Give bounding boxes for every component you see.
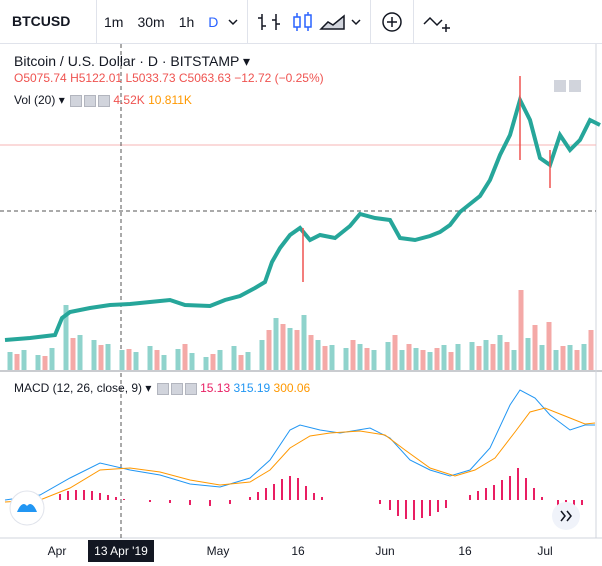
button[interactable] <box>84 94 97 107</box>
button[interactable] <box>184 382 197 395</box>
button[interactable] <box>156 382 169 395</box>
price-candles <box>4 94 601 342</box>
close: C5063.63 <box>178 71 231 85</box>
signal-line <box>4 407 596 503</box>
interval[interactable]: 1h <box>178 13 195 30</box>
macd-histogram <box>59 468 583 520</box>
scroll-icon <box>560 510 572 522</box>
symbol-title: Bitcoin / U.S. Dollar · D · BITSTAMP <box>14 53 240 69</box>
macd-signal: 300.06 <box>273 381 311 395</box>
area-icon[interactable] <box>318 10 348 34</box>
bar-type-icon[interactable] <box>254 10 288 34</box>
x-tick-label: 16 <box>291 544 305 558</box>
macd-hist: 15.13 <box>200 381 231 395</box>
interval[interactable]: 30m <box>137 13 165 30</box>
x-tick-label: May <box>207 544 230 558</box>
macd-legend: MACD (12, 26, close, 9) ▾ 15.13 315.19 3… <box>14 381 311 395</box>
volume-ma: 10.811K <box>148 93 192 107</box>
crosshair-label: 13 Apr '19 <box>94 544 148 558</box>
macd-label[interactable]: MACD (12, 26, close, 9) <box>14 381 143 395</box>
interval[interactable]: 1m <box>104 13 124 30</box>
crosshair-label-bg <box>88 540 154 562</box>
button[interactable] <box>70 94 83 107</box>
scroll-button[interactable] <box>552 502 580 530</box>
high: H5122.01 <box>70 71 123 85</box>
x-tick-label: Jun <box>375 544 394 558</box>
change: −12.72 (−0.25%) <box>234 71 324 85</box>
volume-legend: Vol (20) ▾ 4.52K 10.811K <box>14 93 192 107</box>
x-tick-label: Jul <box>537 544 552 558</box>
separator <box>247 0 249 43</box>
volume-value: 4.52K <box>113 93 145 107</box>
volume-down <box>14 290 594 370</box>
toolbar: BTCUSD 1m 30m 1h D <box>0 0 602 44</box>
low: L5033.73 <box>125 71 176 85</box>
open: O5075.74 <box>14 71 67 85</box>
separator <box>370 0 372 43</box>
candle-icon[interactable] <box>288 10 318 34</box>
compare-icon[interactable] <box>420 10 454 34</box>
x-tick-label: 16 <box>458 544 472 558</box>
macd-value: 315.19 <box>233 381 271 395</box>
legend-title[interactable]: Bitcoin / U.S. Dollar · D · BITSTAMP ▾ <box>14 53 251 69</box>
chart: Apr 13 Apr '19 May 16 Jun 16 Jul <box>0 44 602 562</box>
ohlc: O5075.74 H5122.01 L5033.73 C5063.63 −12.… <box>14 71 324 85</box>
dropdown[interactable] <box>225 14 241 30</box>
x-tick-label: Apr <box>48 544 67 558</box>
symbol[interactable]: BTCUSD <box>0 0 97 43</box>
button[interactable] <box>98 94 111 107</box>
pane-button[interactable] <box>569 80 581 92</box>
interval[interactable]: D <box>208 13 219 30</box>
macd-line <box>4 389 595 501</box>
separator <box>413 0 415 43</box>
logo <box>17 504 37 512</box>
pane-button[interactable] <box>554 80 566 92</box>
button[interactable] <box>170 382 183 395</box>
volume-label[interactable]: Vol (20) <box>14 93 56 107</box>
wicks <box>302 76 551 282</box>
volume-up <box>7 305 587 370</box>
add-icon[interactable] <box>377 10 407 34</box>
dropdown[interactable] <box>348 14 364 30</box>
